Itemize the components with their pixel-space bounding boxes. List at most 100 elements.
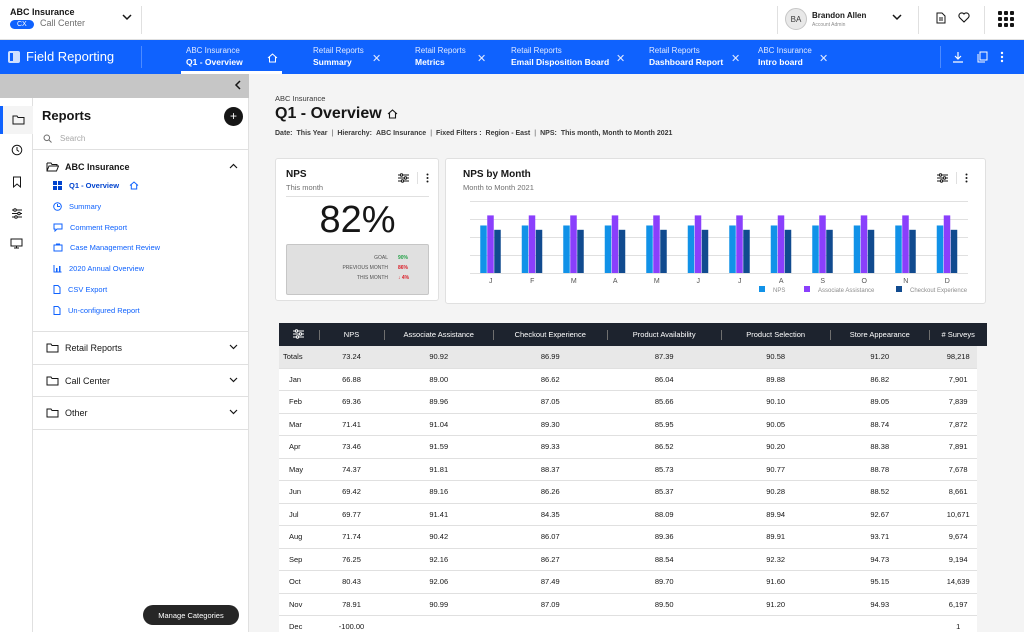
divider — [33, 396, 249, 397]
tab-dashboard-report[interactable]: Retail Reports Dashboard Report — [649, 46, 723, 74]
close-icon[interactable]: ✕ — [372, 53, 382, 65]
app-switcher-icon[interactable] — [998, 11, 1014, 27]
document-icon[interactable] — [936, 12, 946, 24]
table-cell: 91.60 — [721, 570, 831, 594]
rail-reports[interactable] — [0, 106, 33, 134]
close-icon[interactable]: ✕ — [616, 53, 626, 65]
table-cell: 10,671 — [929, 503, 987, 526]
table-cell: 88.54 — [607, 548, 722, 571]
report-2020-annual-overview[interactable]: 2020 Annual Overview — [53, 261, 144, 275]
monitor-icon — [10, 238, 23, 248]
table-cell: 90.42 — [384, 525, 494, 549]
column-header[interactable]: NPS — [318, 323, 385, 346]
table-settings[interactable] — [279, 323, 319, 346]
scrollbar-track[interactable] — [977, 346, 987, 632]
folder-retail-reports[interactable]: Retail Reports — [46, 340, 244, 356]
left-rail — [0, 98, 33, 632]
x-tick-label: N — [903, 278, 908, 285]
search-input[interactable] — [60, 133, 220, 143]
column-header[interactable]: Associate Assistance — [384, 323, 494, 346]
bar-associate-assistance — [528, 215, 536, 273]
bar-associate-assistance — [653, 215, 660, 273]
tab-summary[interactable]: Retail Reports Summary — [313, 46, 364, 74]
home-icon[interactable] — [387, 109, 398, 119]
tab-metrics[interactable]: Retail Reports Metrics — [415, 46, 466, 74]
page-title: Q1 - Overview — [275, 105, 398, 123]
column-header[interactable]: # Surveys — [929, 323, 987, 346]
divider — [141, 6, 142, 34]
bar-nps — [895, 225, 902, 273]
table-cell: 89.36 — [607, 525, 722, 549]
avatar[interactable]: BA — [785, 8, 807, 30]
tab-category: ABC Insurance — [758, 46, 812, 55]
card-title: NPS — [286, 169, 307, 180]
overflow-menu-icon[interactable] — [965, 173, 968, 183]
folder-call-center[interactable]: Call Center — [46, 373, 244, 389]
chevron-left-icon[interactable] — [234, 79, 242, 91]
meta-hierarchy-label: Hierarchy: — [337, 130, 372, 137]
rail-bookmarks[interactable] — [0, 168, 33, 196]
report-unconfigured[interactable]: Un-configured Report — [53, 303, 140, 317]
chevron-up-icon[interactable] — [229, 163, 238, 169]
file-icon — [53, 284, 61, 294]
bar-associate-assistance — [487, 215, 494, 273]
folder-abc-insurance[interactable]: ABC Insurance — [46, 159, 244, 175]
manage-categories-button[interactable]: Manage Categories — [143, 605, 239, 625]
overflow-menu-icon[interactable] — [1000, 51, 1004, 63]
chevron-down-icon[interactable] — [229, 409, 238, 415]
folder-other[interactable]: Other — [46, 405, 244, 421]
chevron-down-icon[interactable] — [892, 13, 902, 21]
tab-label: Intro board — [758, 57, 803, 67]
chevron-down-icon[interactable] — [229, 344, 238, 350]
search-icon — [43, 134, 52, 143]
chevron-down-icon[interactable] — [229, 377, 238, 383]
divider — [33, 429, 249, 430]
table-cell: 89.50 — [607, 593, 722, 616]
bar-associate-assistance — [943, 215, 951, 273]
divider — [984, 6, 985, 34]
table-row: Dec -100.00 1 — [279, 615, 987, 632]
column-header[interactable]: Checkout Experience — [493, 323, 608, 346]
sliders-icon[interactable] — [398, 173, 409, 183]
breadcrumb[interactable]: ABC Insurance — [275, 94, 326, 103]
report-case-management-review[interactable]: Case Management Review — [53, 240, 160, 254]
close-icon[interactable]: ✕ — [477, 53, 487, 65]
totals-row: Totals 73.24 90.92 86.99 87.39 90.58 91.20 98,2… — [279, 346, 987, 369]
report-comment-report[interactable]: Comment Report — [53, 220, 127, 234]
home-icon[interactable] — [267, 53, 278, 63]
nav-title[interactable]: Field Reporting — [8, 49, 114, 64]
table-cell: 91.41 — [384, 503, 494, 526]
table-cell: 87.09 — [493, 593, 608, 616]
rail-filters[interactable] — [0, 199, 33, 227]
report-q1-overview[interactable]: Q1 - Overview — [53, 178, 139, 192]
chevron-down-icon[interactable] — [122, 13, 132, 21]
table-cell: 90.10 — [721, 390, 831, 414]
copy-icon[interactable] — [977, 51, 988, 63]
table-cell: 90.92 — [384, 346, 494, 369]
rail-history[interactable] — [0, 136, 33, 164]
tab-intro-board[interactable]: ABC Insurance Intro board — [758, 46, 812, 74]
close-icon[interactable]: ✕ — [819, 53, 829, 65]
table-row: Mar 71.41 91.04 89.30 85.95 90.05 88.74 7,872 — [279, 413, 987, 436]
rail-presentation[interactable] — [0, 229, 33, 257]
report-csv-export[interactable]: CSV Export — [53, 282, 107, 296]
bar-associate-assistance — [611, 215, 619, 273]
report-summary[interactable]: Summary — [53, 199, 101, 213]
divider — [141, 46, 142, 68]
user-name[interactable]: Brandon Allen — [812, 11, 867, 20]
table-row: Oct 80.43 92.06 87.49 89.70 91.60 95.15 14,639 — [279, 570, 987, 594]
org-switcher[interactable]: ABC Insurance CX Call Center — [10, 7, 85, 29]
column-header[interactable]: Store Appearance — [830, 323, 930, 346]
tab-email-disposition-board[interactable]: Retail Reports Email Disposition Board — [511, 46, 609, 74]
heart-icon[interactable] — [958, 12, 970, 23]
column-header[interactable]: Product Availability — [607, 323, 722, 346]
tab-q1-overview[interactable]: ABC Insurance Q1 - Overview — [181, 46, 282, 74]
download-icon[interactable] — [952, 51, 964, 63]
table-cell: 93.71 — [830, 525, 930, 549]
close-icon[interactable]: ✕ — [731, 53, 741, 65]
sliders-icon[interactable] — [937, 173, 948, 183]
x-tick-label: J — [697, 278, 701, 285]
add-report-button[interactable]: + — [224, 107, 243, 126]
overflow-menu-icon[interactable] — [426, 173, 429, 183]
column-header[interactable]: Product Selection — [721, 323, 831, 346]
